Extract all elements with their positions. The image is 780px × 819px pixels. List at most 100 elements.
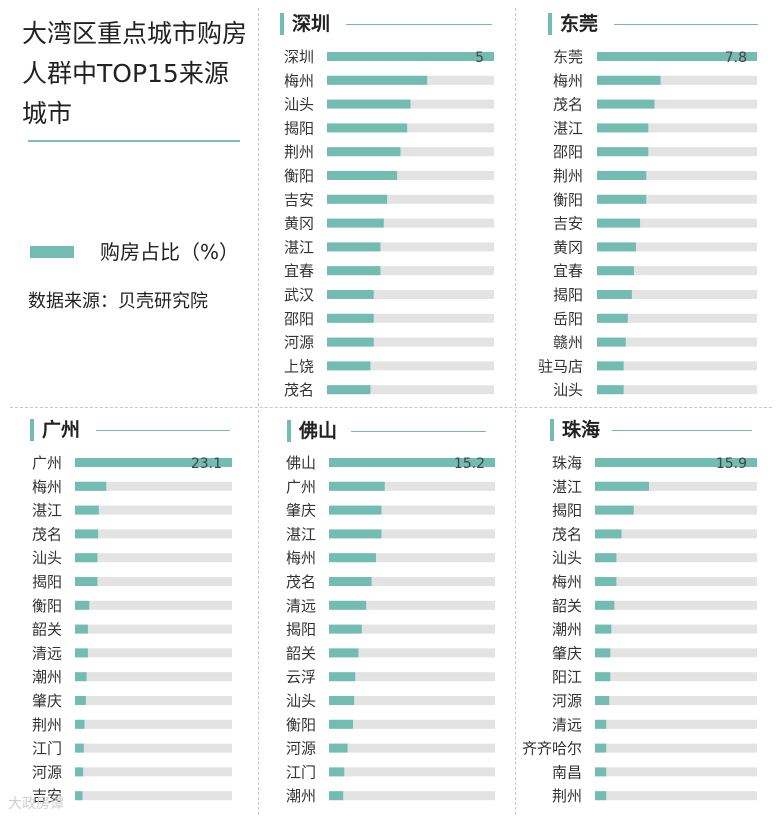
category-label: 衡阳 xyxy=(32,597,62,615)
bar-梅州 xyxy=(75,481,107,491)
category-label: 韶关 xyxy=(552,597,582,615)
bar-清远 xyxy=(75,648,88,658)
bar-track xyxy=(75,743,232,753)
category-label: 茂名 xyxy=(553,96,583,114)
bar-东莞 xyxy=(597,52,757,61)
category-label: 江门 xyxy=(32,740,62,758)
divider-vertical-bottom-left xyxy=(258,410,259,815)
category-label: 荆州 xyxy=(32,716,62,734)
bar-韶关 xyxy=(595,600,615,610)
category-label: 深圳 xyxy=(284,48,314,66)
panel-title: 广州 xyxy=(42,419,81,441)
bar-荆州 xyxy=(597,171,647,180)
bar-赣州 xyxy=(597,337,626,347)
bar-潮州 xyxy=(75,672,87,682)
bar-衡阳 xyxy=(597,194,647,204)
bar-track xyxy=(75,505,232,515)
bar-肇庆 xyxy=(75,696,86,705)
bar-岳阳 xyxy=(597,313,628,323)
bar-武汉 xyxy=(327,290,374,299)
bar-南昌 xyxy=(595,767,607,777)
category-label: 邵阳 xyxy=(284,310,314,328)
bar-湛江 xyxy=(329,529,382,539)
bar-湛江 xyxy=(597,123,649,133)
bar-track xyxy=(75,719,232,729)
bar-广州 xyxy=(329,481,385,491)
bar-track xyxy=(75,624,232,634)
category-label: 茂名 xyxy=(32,525,62,543)
bar-track xyxy=(75,696,232,705)
bar-上饶 xyxy=(327,361,371,371)
category-label: 广州 xyxy=(286,478,316,496)
bar-衡阳 xyxy=(329,719,354,729)
bar-track xyxy=(597,361,757,371)
bar-梅州 xyxy=(327,75,428,85)
bar-track xyxy=(595,600,757,610)
bar-湛江 xyxy=(75,505,99,515)
bar-track xyxy=(597,123,757,133)
category-label: 茂名 xyxy=(286,573,316,591)
category-label: 黄冈 xyxy=(553,238,583,256)
bar-韶关 xyxy=(75,624,88,634)
bar-梅州 xyxy=(595,577,617,586)
category-label: 荆州 xyxy=(553,167,583,185)
panel-title: 东莞 xyxy=(560,13,599,35)
category-label: 东莞 xyxy=(553,48,583,66)
bar-track xyxy=(327,123,494,133)
bar-track xyxy=(327,266,494,276)
bar-汕头 xyxy=(595,553,617,563)
panel-rule xyxy=(96,430,230,431)
bar-驻马店 xyxy=(597,361,624,371)
category-label: 黄冈 xyxy=(284,215,314,233)
bar-广州 xyxy=(75,458,232,467)
bar-track xyxy=(597,337,757,347)
panel-accent xyxy=(550,419,554,441)
bar-track xyxy=(75,481,232,491)
bar-track xyxy=(329,553,495,563)
bar-河源 xyxy=(75,767,84,777)
bar-汕头 xyxy=(75,553,98,563)
category-label: 齐齐哈尔 xyxy=(522,740,582,758)
category-label: 梅州 xyxy=(284,72,314,90)
bar-茂名 xyxy=(595,529,622,539)
divider-vertical-bottom-right xyxy=(515,410,516,815)
bar-肇庆 xyxy=(595,648,611,658)
data-label-max: 5 xyxy=(475,50,484,66)
panel-rule xyxy=(346,24,492,25)
bar-track xyxy=(597,266,757,276)
bar-揭阳 xyxy=(329,624,362,634)
category-label: 湛江 xyxy=(284,238,314,256)
bar-清远 xyxy=(595,719,607,729)
category-label: 衡阳 xyxy=(286,716,316,734)
category-label: 湛江 xyxy=(552,478,582,496)
bar-清远 xyxy=(329,600,367,610)
panel-header-foshan: 佛山 xyxy=(287,418,501,444)
category-label: 宜春 xyxy=(284,262,314,280)
bar-track xyxy=(595,767,757,777)
category-label: 吉安 xyxy=(32,787,62,805)
bar-邵阳 xyxy=(327,313,374,323)
bar-track xyxy=(329,481,495,491)
bar-track xyxy=(329,648,495,658)
bar-潮州 xyxy=(595,624,612,634)
bar-茂名 xyxy=(597,99,655,109)
category-label: 邵阳 xyxy=(553,143,583,161)
bar-揭阳 xyxy=(597,290,632,299)
bar-梅州 xyxy=(597,75,661,85)
bar-汕头 xyxy=(327,99,411,109)
bar-track xyxy=(327,337,494,347)
category-label: 汕头 xyxy=(32,549,62,567)
category-label: 梅州 xyxy=(32,478,62,496)
bar-track xyxy=(329,743,495,753)
category-label: 肇庆 xyxy=(286,502,316,520)
bar-track xyxy=(597,171,757,180)
bar-佛山 xyxy=(329,458,495,467)
bar-track xyxy=(329,505,495,515)
category-label: 岳阳 xyxy=(553,310,583,328)
category-label: 清远 xyxy=(286,597,316,615)
bar-track xyxy=(595,481,757,491)
category-label: 吉安 xyxy=(284,191,314,209)
